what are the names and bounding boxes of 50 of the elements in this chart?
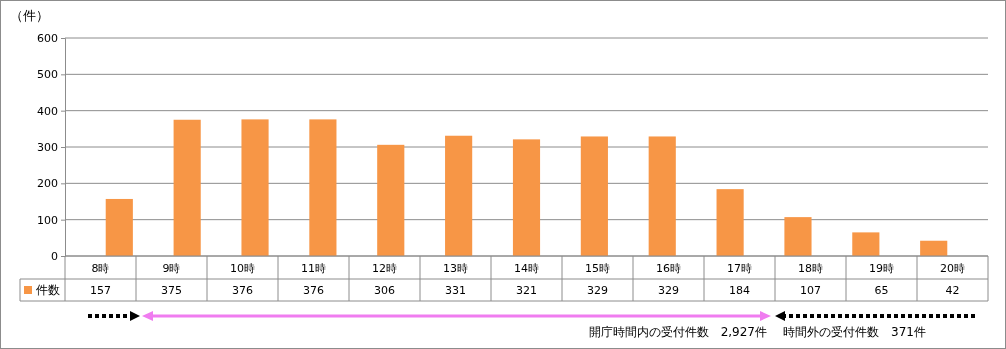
y-tick-label: 200	[37, 177, 58, 191]
x-tick-label: 18時	[798, 261, 823, 275]
bar	[309, 119, 337, 256]
data-label: 329	[587, 284, 608, 297]
bar	[648, 136, 676, 256]
bar	[173, 119, 201, 256]
x-tick-label: 10時	[230, 261, 255, 275]
bar	[920, 240, 948, 256]
data-label: 42	[945, 284, 960, 297]
y-tick-label: 100	[37, 213, 58, 227]
text: 時間外の受付件数 371件	[783, 325, 926, 339]
data-label: 157	[90, 284, 111, 297]
y-tick-label: 300	[37, 141, 58, 155]
data-label: 65	[874, 284, 889, 297]
y-tick-label: 400	[37, 104, 58, 118]
y-tick-label: 0	[51, 250, 58, 264]
data-label: 321	[516, 284, 537, 297]
x-tick-label: 16時	[656, 261, 681, 275]
bar	[377, 144, 405, 256]
bar	[512, 139, 541, 256]
data-label: 107	[800, 284, 821, 297]
x-tick-label: 11時	[301, 261, 326, 275]
x-tick-label: 14時	[514, 261, 539, 275]
bar	[716, 189, 744, 256]
bar	[852, 232, 880, 256]
bar	[105, 198, 133, 256]
y-tick-label: 500	[37, 68, 58, 82]
data-label: 329	[658, 284, 679, 297]
data-label: 184	[729, 284, 750, 297]
x-tick-label: 20時	[940, 261, 965, 275]
y-axis-title: （件）	[10, 8, 49, 23]
x-tick-label: 19時	[869, 261, 894, 275]
bar	[445, 135, 473, 256]
x-tick-label: 8時	[91, 261, 110, 275]
legend-label: 件数	[36, 283, 60, 297]
x-tick-label: 12時	[372, 261, 397, 275]
x-tick-label: 13時	[443, 261, 468, 275]
x-tick-label: 9時	[162, 261, 181, 275]
text: 開庁時間内の受付件数 2,927件	[588, 325, 767, 339]
bar	[580, 136, 608, 256]
x-tick-label: 15時	[585, 261, 610, 275]
data-label: 331	[445, 284, 466, 297]
data-label: 306	[374, 284, 395, 297]
data-label: 375	[161, 284, 182, 297]
x-tick-label: 17時	[727, 261, 752, 275]
data-label: 376	[232, 284, 253, 297]
bar	[784, 217, 812, 256]
bar	[241, 119, 269, 256]
data-label: 376	[303, 284, 324, 297]
y-tick-label: 600	[37, 32, 58, 46]
